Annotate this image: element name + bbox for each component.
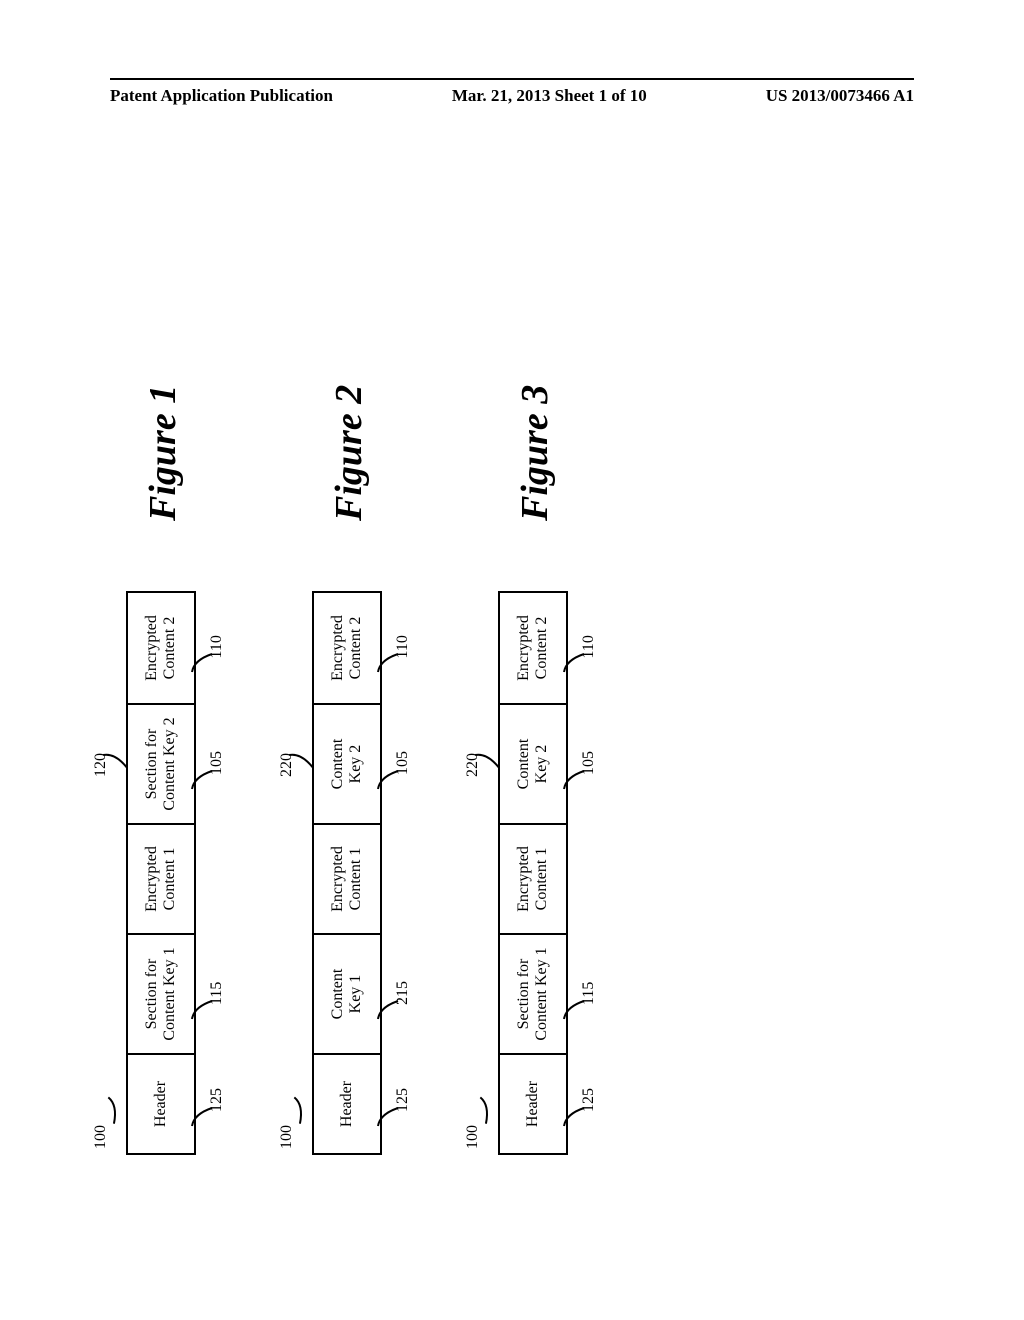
figures-container: 100 120 HeaderSection forContent Key 1En… xyxy=(0,145,608,1275)
cell-2-3: ContentKey 2 xyxy=(500,703,566,823)
row-2: HeaderContentKey 1EncryptedContent 1Cont… xyxy=(312,591,382,1155)
cell-1-3: ContentKey 2 xyxy=(314,703,380,823)
cell-1-4: EncryptedContent 2 xyxy=(314,593,380,703)
cell-0-3: Section forContent Key 2 xyxy=(128,703,194,823)
diagram-3: 100 220 HeaderSection forContent Key 1En… xyxy=(462,591,608,1155)
cell-0-1: Section forContent Key 1 xyxy=(128,933,194,1053)
ref-100: 100 xyxy=(464,1125,482,1149)
ref-220: 220 xyxy=(278,753,296,777)
page: Patent Application Publication Mar. 21, … xyxy=(0,0,1024,1320)
ref-100: 100 xyxy=(278,1125,296,1149)
header-docnum: US 2013/0073466 A1 xyxy=(766,86,914,106)
ref-115: 115 xyxy=(208,982,226,1005)
ref-125: 125 xyxy=(394,1088,412,1112)
ref-120: 120 xyxy=(92,753,110,777)
figure-label-3: Figure 3 xyxy=(513,385,557,521)
ref-110: 110 xyxy=(580,635,598,658)
header-sheet: Mar. 21, 2013 Sheet 1 of 10 xyxy=(452,86,647,106)
ref-105: 105 xyxy=(208,751,226,775)
ref-100: 100 xyxy=(92,1125,110,1149)
cell-0-4: EncryptedContent 2 xyxy=(128,593,194,703)
cell-0-0: Header xyxy=(128,1053,194,1153)
figure-1: 100 120 HeaderSection forContent Key 1En… xyxy=(90,385,236,1155)
ref-105: 105 xyxy=(580,751,598,775)
ref-220: 220 xyxy=(464,753,482,777)
row-3: HeaderSection forContent Key 1EncryptedC… xyxy=(498,591,568,1155)
header-publication: Patent Application Publication xyxy=(110,86,333,106)
cell-2-2: EncryptedContent 1 xyxy=(500,823,566,933)
ref-115: 115 xyxy=(580,982,598,1005)
cell-2-4: EncryptedContent 2 xyxy=(500,593,566,703)
figure-label-1: Figure 1 xyxy=(141,385,185,521)
figure-3: 100 220 HeaderSection forContent Key 1En… xyxy=(462,385,608,1155)
cell-2-1: Section forContent Key 1 xyxy=(500,933,566,1053)
cell-0-2: EncryptedContent 1 xyxy=(128,823,194,933)
ref-125: 125 xyxy=(208,1088,226,1112)
cell-2-0: Header xyxy=(500,1053,566,1153)
diagram-1: 100 120 HeaderSection forContent Key 1En… xyxy=(90,591,236,1155)
cell-1-1: ContentKey 1 xyxy=(314,933,380,1053)
figure-stage: 100 120 HeaderSection forContent Key 1En… xyxy=(0,145,1024,1275)
diagram-2: 100 220 HeaderContentKey 1EncryptedConte… xyxy=(276,591,422,1155)
cell-1-0: Header xyxy=(314,1053,380,1153)
cell-1-2: EncryptedContent 1 xyxy=(314,823,380,933)
figure-2: 100 220 HeaderContentKey 1EncryptedConte… xyxy=(276,385,422,1155)
ref-105: 105 xyxy=(394,751,412,775)
row-1: HeaderSection forContent Key 1EncryptedC… xyxy=(126,591,196,1155)
ref-110: 110 xyxy=(208,635,226,658)
ref-125: 125 xyxy=(580,1088,598,1112)
ref-110: 110 xyxy=(394,635,412,658)
figure-label-2: Figure 2 xyxy=(327,385,371,521)
page-header: Patent Application Publication Mar. 21, … xyxy=(110,78,914,106)
ref-215: 215 xyxy=(394,981,412,1005)
